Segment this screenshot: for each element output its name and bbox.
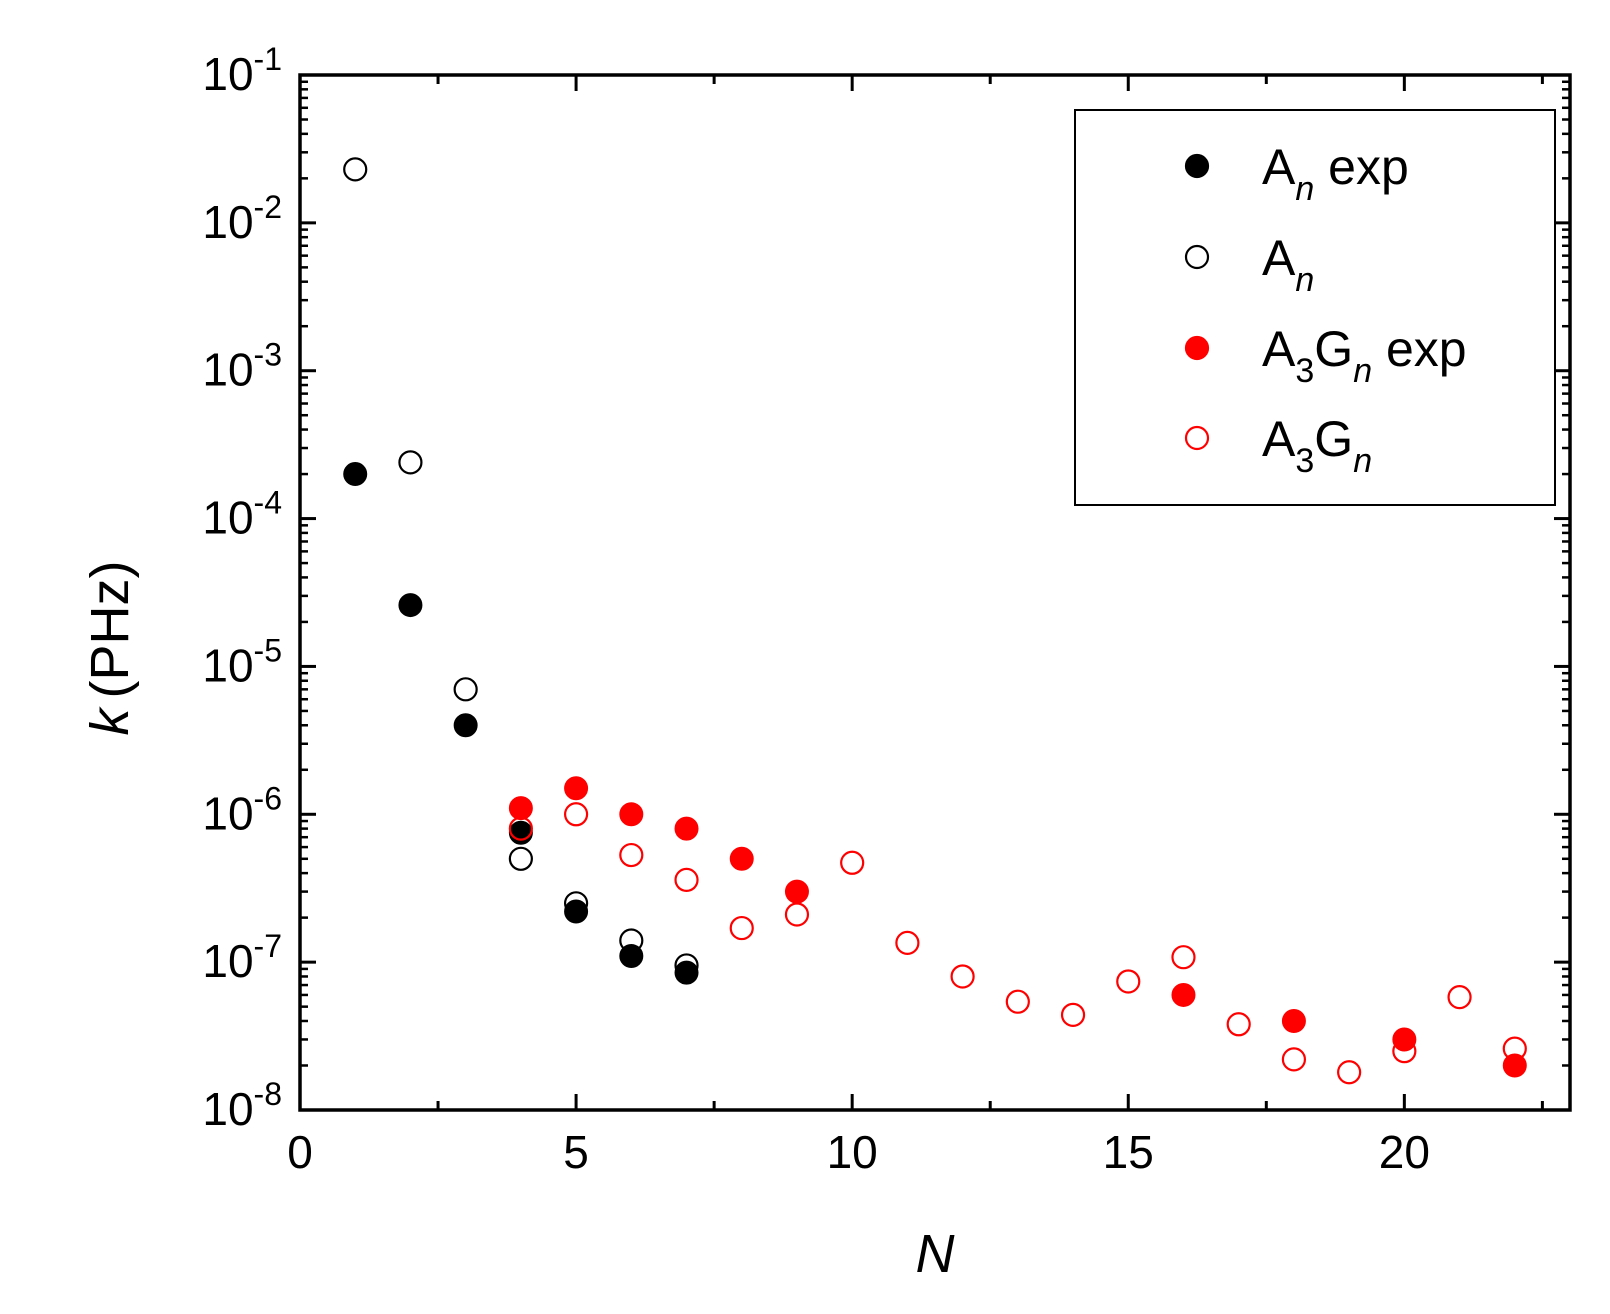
data-point xyxy=(1281,1047,1307,1072)
series-1 xyxy=(343,462,699,985)
data-point xyxy=(784,879,809,904)
data-point xyxy=(729,846,754,871)
data-point xyxy=(950,964,975,989)
legend-label: An exp xyxy=(1262,139,1409,208)
series-4 xyxy=(508,802,1527,1085)
series-3 xyxy=(508,776,1527,1078)
x-tick-label: 15 xyxy=(1103,1126,1154,1178)
axis-ticks xyxy=(298,73,1570,1112)
y-tick-label: 10-2 xyxy=(202,189,282,248)
data-point xyxy=(508,796,533,821)
legend-label: A3Gn exp xyxy=(1262,321,1467,390)
data-point xyxy=(619,928,644,953)
y-tick-label: 10-8 xyxy=(202,1076,282,1135)
data-point xyxy=(674,816,699,841)
legend-marker xyxy=(1184,335,1210,361)
data-point xyxy=(343,462,368,487)
data-point xyxy=(1502,1036,1527,1061)
x-tick-label: 5 xyxy=(563,1126,589,1178)
data-point xyxy=(729,915,754,941)
data-point xyxy=(1171,945,1196,970)
y-tick-label: 10-6 xyxy=(202,780,282,839)
data-point xyxy=(1392,1039,1417,1064)
data-point xyxy=(564,899,589,924)
y-tick-label: 10-5 xyxy=(202,632,282,691)
data-point xyxy=(784,902,810,927)
series-2 xyxy=(343,157,699,978)
data-point xyxy=(1060,1002,1086,1027)
y-axis-title: k(PHz) xyxy=(80,561,140,736)
y-tick-label: 10-3 xyxy=(202,337,282,396)
legend-label: An xyxy=(1262,230,1314,299)
data-point xyxy=(1502,1053,1527,1078)
x-axis-title: N xyxy=(916,1224,956,1284)
data-points xyxy=(343,157,1527,1085)
data-point xyxy=(1281,1008,1306,1033)
data-point xyxy=(1005,989,1030,1014)
data-point xyxy=(840,850,865,875)
data-point xyxy=(563,891,589,916)
data-point xyxy=(1171,982,1196,1007)
data-point xyxy=(398,593,423,618)
data-point xyxy=(508,816,533,841)
data-point xyxy=(343,157,368,182)
legend-box xyxy=(1074,109,1556,506)
data-point xyxy=(1116,969,1141,994)
x-tick-label: 20 xyxy=(1379,1126,1430,1178)
data-point xyxy=(508,846,533,871)
data-point xyxy=(619,802,644,827)
data-point xyxy=(895,930,920,955)
x-tick-label: 0 xyxy=(287,1126,313,1178)
y-tick-label: 10-1 xyxy=(202,41,282,100)
legend-marker xyxy=(1184,244,1210,270)
data-point xyxy=(563,802,589,827)
legend-marker xyxy=(1184,153,1210,179)
legend: An exp An A3Gn exp A3Gn xyxy=(1074,109,1556,506)
data-point xyxy=(1337,1060,1362,1085)
axis-tick-labels: 0 5 10 15 20 10-1 10-2 10-3 10-4 10-5 10-6 10-7 10-8 xyxy=(202,41,1430,1178)
data-point xyxy=(1226,1012,1251,1037)
x-tick-label: 10 xyxy=(827,1126,878,1178)
data-point xyxy=(453,677,478,702)
plot-frame xyxy=(298,73,1572,1112)
data-point xyxy=(619,842,644,868)
data-point xyxy=(453,713,478,738)
data-point xyxy=(1447,985,1472,1010)
legend-marker xyxy=(1184,425,1210,451)
data-point xyxy=(674,867,699,892)
legend-label: A3Gn xyxy=(1262,411,1372,480)
data-point xyxy=(674,960,699,985)
data-point xyxy=(564,776,589,801)
y-tick-label: 10-7 xyxy=(202,928,282,987)
y-tick-label: 10-4 xyxy=(202,485,282,544)
data-point xyxy=(398,450,423,475)
data-point xyxy=(674,953,699,978)
